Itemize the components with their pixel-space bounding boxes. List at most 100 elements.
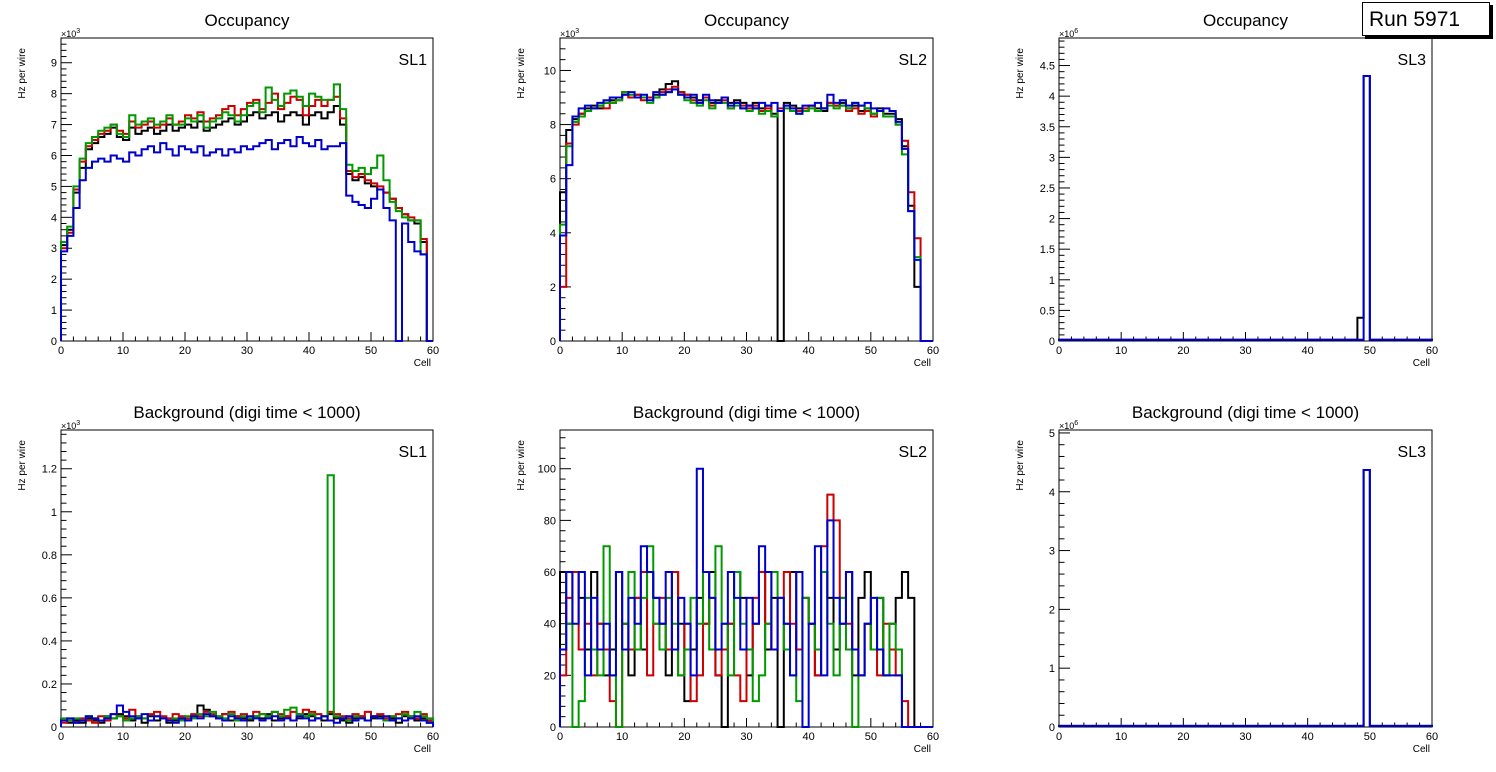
axis-exponent: ×106 xyxy=(1059,420,1078,431)
y-axis-label: Hz per wire xyxy=(516,48,527,99)
y-tick-label: 8 xyxy=(550,120,556,132)
y-tick-label: 6 xyxy=(51,150,57,162)
series-line-green xyxy=(559,545,933,728)
run-label: Run 5971 xyxy=(1362,2,1490,36)
y-tick-label: 3.5 xyxy=(1040,122,1055,134)
plot-bkg-sl3: Background (digi time < 1000) SL3 Hz per w… xyxy=(1015,403,1438,755)
y-tick-label: 4 xyxy=(550,228,556,240)
x-tick-label: 20 xyxy=(1177,345,1189,357)
y-tick-label: 0.6 xyxy=(42,593,57,605)
y-tick-label: 1.5 xyxy=(1040,244,1055,256)
axis-exponent-base: ×10 xyxy=(1059,29,1074,39)
y-tick-label: 8 xyxy=(51,89,57,101)
series-line-green xyxy=(60,474,434,727)
series-line-black xyxy=(1058,74,1433,341)
axis-exponent-power: 3 xyxy=(76,420,80,427)
y-tick-label: 9 xyxy=(51,58,57,70)
series-line-blue xyxy=(60,135,433,342)
y-tick-label: 0 xyxy=(51,722,57,734)
axis-exponent-power: 6 xyxy=(1074,420,1078,427)
axis-exponent: ×103 xyxy=(61,420,80,431)
x-tick-label: 0 xyxy=(1056,731,1062,743)
axis-exponent-base: ×10 xyxy=(1059,421,1074,431)
x-axis-label: Cell xyxy=(1413,358,1430,369)
superlayer-label: SL1 xyxy=(399,52,428,69)
axis-exponent-power: 3 xyxy=(76,28,80,35)
y-tick-label: 5 xyxy=(51,181,57,193)
x-tick-label: 40 xyxy=(803,345,815,357)
y-tick-label: 0.8 xyxy=(42,550,57,562)
y-tick-label: 0.2 xyxy=(42,679,57,691)
x-tick-label: 30 xyxy=(241,731,253,743)
axis-exponent-base: ×10 xyxy=(61,421,76,431)
x-tick-label: 10 xyxy=(117,731,129,743)
x-tick-label: 40 xyxy=(1302,345,1314,357)
y-tick-label: 4 xyxy=(1049,487,1055,499)
x-tick-label: 50 xyxy=(365,731,377,743)
plot-title: Occupancy xyxy=(204,11,290,30)
x-tick-label: 50 xyxy=(365,345,377,357)
axis-exponent: ×103 xyxy=(61,28,80,39)
x-tick-label: 10 xyxy=(1115,731,1127,743)
x-tick-label: 60 xyxy=(427,345,439,357)
plot-frame xyxy=(1058,429,1433,728)
superlayer-label: SL2 xyxy=(899,52,928,69)
y-tick-label: 1 xyxy=(1049,275,1055,287)
superlayer-label: SL1 xyxy=(399,444,428,461)
series-line-blue xyxy=(1058,468,1433,727)
y-tick-label: 6 xyxy=(550,174,556,186)
y-tick-label: 5 xyxy=(1049,428,1055,440)
y-tick-label: 1.2 xyxy=(42,464,57,476)
y-tick-label: 3 xyxy=(51,243,57,255)
series-line-green xyxy=(559,88,933,342)
x-tick-label: 0 xyxy=(58,731,64,743)
y-tick-label: 2 xyxy=(51,274,57,286)
x-tick-label: 40 xyxy=(303,345,315,357)
plot-title: Background (digi time < 1000) xyxy=(633,403,860,422)
x-tick-label: 60 xyxy=(927,731,939,743)
plot-title: Occupancy xyxy=(1203,11,1289,30)
x-axis-label: Cell xyxy=(1413,744,1430,755)
axis-exponent: ×106 xyxy=(1059,28,1078,39)
x-tick-label: 40 xyxy=(803,731,815,743)
y-axis-label: Hz per wire xyxy=(516,440,527,491)
series-line-black xyxy=(1058,468,1433,727)
y-tick-label: 7 xyxy=(51,120,57,132)
y-tick-label: 4 xyxy=(51,212,57,224)
series-line-blue xyxy=(1058,74,1433,341)
y-tick-label: 1 xyxy=(51,507,57,519)
plot-frame xyxy=(559,37,934,342)
y-tick-label: 0 xyxy=(550,722,556,734)
x-axis-label: Cell xyxy=(414,744,431,755)
series-line-blue xyxy=(559,88,933,342)
x-tick-label: 60 xyxy=(927,345,939,357)
x-tick-label: 60 xyxy=(427,731,439,743)
x-tick-label: 20 xyxy=(678,731,690,743)
x-tick-label: 50 xyxy=(1364,731,1376,743)
superlayer-label: SL2 xyxy=(899,444,928,461)
plot-title: Occupancy xyxy=(704,11,790,30)
series-line-red xyxy=(559,85,933,342)
x-tick-label: 10 xyxy=(117,345,129,357)
y-tick-label: 3 xyxy=(1049,152,1055,164)
y-axis-label: Hz per wire xyxy=(1015,48,1026,99)
y-axis-label: Hz per wire xyxy=(17,48,28,99)
y-tick-label: 80 xyxy=(544,515,556,527)
y-tick-label: 2 xyxy=(550,282,556,294)
x-tick-label: 50 xyxy=(865,345,877,357)
axis-exponent: ×103 xyxy=(560,28,579,39)
x-tick-label: 40 xyxy=(1302,731,1314,743)
y-tick-label: 0.5 xyxy=(1040,305,1055,317)
plot-frame xyxy=(60,429,434,728)
plot-title: Background (digi time < 1000) xyxy=(1132,403,1359,422)
y-tick-label: 2.5 xyxy=(1040,183,1055,195)
y-tick-label: 0.4 xyxy=(42,636,57,648)
series-line-black xyxy=(559,80,933,342)
y-tick-label: 10 xyxy=(544,65,556,77)
y-tick-label: 0 xyxy=(51,336,57,348)
x-axis-label: Cell xyxy=(414,358,431,369)
series-line-green xyxy=(60,83,433,342)
